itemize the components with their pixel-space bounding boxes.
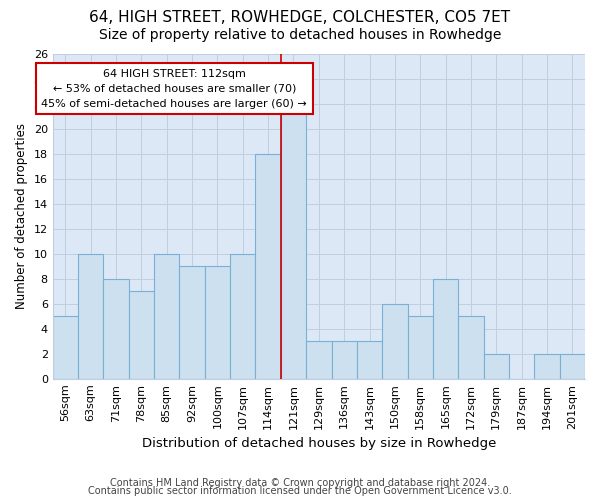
Y-axis label: Number of detached properties: Number of detached properties [15, 124, 28, 310]
Bar [357, 342, 382, 379]
Bar [179, 266, 205, 379]
Bar [382, 304, 407, 379]
Text: 64, HIGH STREET, ROWHEDGE, COLCHESTER, CO5 7ET: 64, HIGH STREET, ROWHEDGE, COLCHESTER, C… [89, 10, 511, 25]
Bar [154, 254, 179, 379]
Bar [458, 316, 484, 379]
Bar [560, 354, 585, 379]
Bar [78, 254, 103, 379]
Bar [281, 104, 306, 379]
Bar [535, 354, 560, 379]
Text: Size of property relative to detached houses in Rowhedge: Size of property relative to detached ho… [99, 28, 501, 42]
Bar [306, 342, 332, 379]
Text: Contains public sector information licensed under the Open Government Licence v3: Contains public sector information licen… [88, 486, 512, 496]
Bar [256, 154, 281, 379]
Bar [103, 279, 129, 379]
Bar [433, 279, 458, 379]
Text: 64 HIGH STREET: 112sqm
← 53% of detached houses are smaller (70)
45% of semi-det: 64 HIGH STREET: 112sqm ← 53% of detached… [41, 69, 307, 108]
X-axis label: Distribution of detached houses by size in Rowhedge: Distribution of detached houses by size … [142, 437, 496, 450]
Bar [230, 254, 256, 379]
Bar [407, 316, 433, 379]
Bar [332, 342, 357, 379]
Text: Contains HM Land Registry data © Crown copyright and database right 2024.: Contains HM Land Registry data © Crown c… [110, 478, 490, 488]
Bar [205, 266, 230, 379]
Bar [129, 292, 154, 379]
Bar [484, 354, 509, 379]
Bar [53, 316, 78, 379]
